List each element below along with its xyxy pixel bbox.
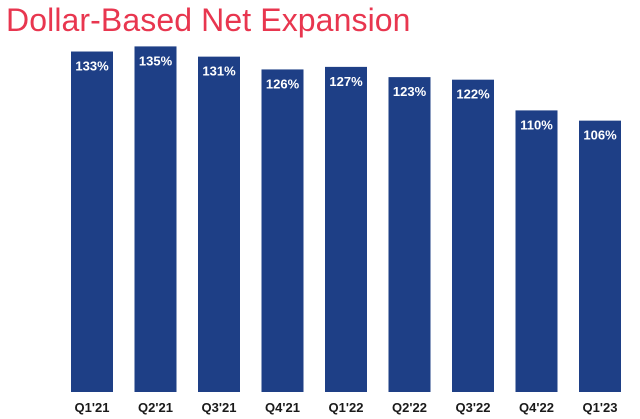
category-label: Q2'22	[392, 400, 427, 415]
bar-value-label: 131%	[202, 64, 236, 79]
category-label: Q4'22	[519, 400, 554, 415]
bar-value-label: 110%	[520, 117, 553, 132]
bar-value-label: 122%	[456, 87, 490, 102]
category-label: Q3'22	[456, 400, 491, 415]
bars	[71, 46, 621, 393]
bar-Q4'21	[261, 69, 304, 392]
bar-value-label: 126%	[266, 76, 300, 91]
bar-value-label: 133%	[75, 59, 109, 74]
category-label: Q1'23	[583, 400, 618, 415]
category-label: Q3'21	[202, 400, 237, 415]
bar-Q3'21	[198, 56, 240, 392]
bar-Q2'21	[134, 46, 177, 393]
category-labels: Q1'21 Q2'21 Q3'21 Q4'21 Q1'22 Q2'22 Q3'22 Q4'22…	[75, 400, 618, 415]
category-label: Q1'22	[329, 400, 364, 415]
bar-value-label: 106%	[583, 128, 617, 143]
category-label: Q2'21	[138, 400, 173, 415]
bar-Q1'23	[579, 120, 621, 392]
bar-Q1'21	[71, 51, 113, 393]
bar-Q4'22	[515, 110, 558, 393]
value-labels: 133% 135% 131% 126% 127% 123% 122% 110% 106%	[75, 53, 617, 142]
bar-value-label: 135%	[139, 53, 173, 68]
bar-value-label: 127%	[329, 74, 363, 89]
chart-title: Dollar-Based Net Expansion	[6, 2, 411, 38]
bar-Q1'22	[325, 66, 367, 392]
category-label: Q4'21	[265, 400, 300, 415]
bar-Q2'22	[388, 77, 431, 393]
category-label: Q1'21	[75, 400, 110, 415]
bar-Q3'22	[452, 79, 494, 393]
bar-value-label: 123%	[393, 84, 427, 99]
